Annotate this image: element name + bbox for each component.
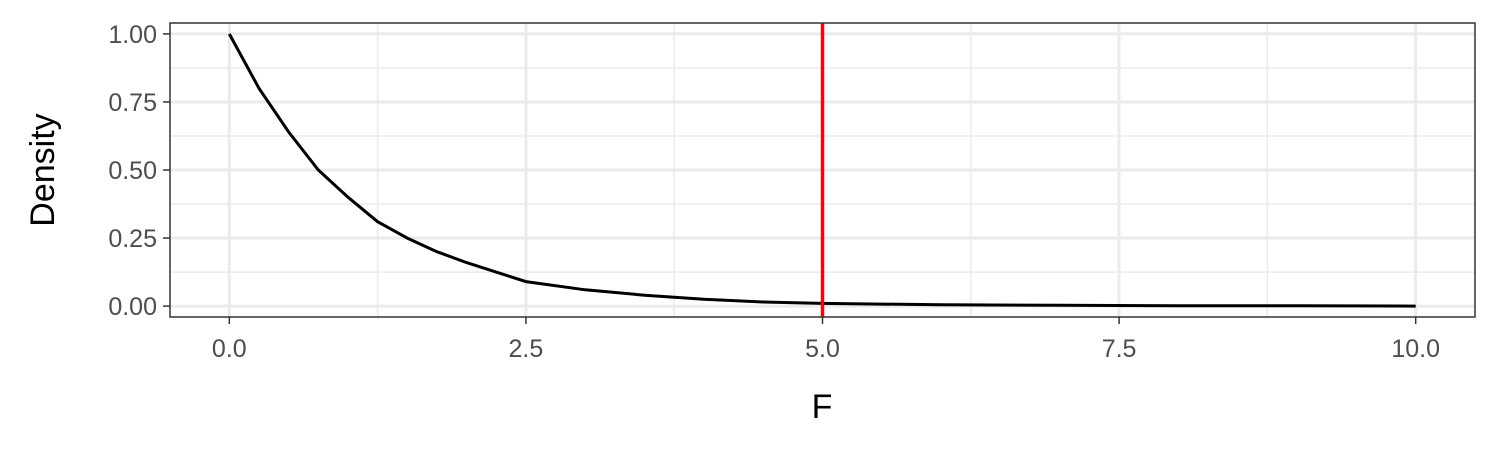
y-tick-label: 0.75 — [108, 89, 157, 117]
x-axis: 0.0 2.5 5.0 7.5 10.0 — [212, 317, 1440, 363]
x-tick-label: 7.5 — [1102, 335, 1137, 363]
y-tick-label: 0.00 — [108, 293, 157, 321]
x-tick-label: 2.5 — [509, 335, 544, 363]
y-tick-label: 0.50 — [108, 157, 157, 185]
density-curve — [227, 33, 1416, 308]
x-tick-label: 0.0 — [212, 335, 247, 363]
y-axis: 0.00 0.25 0.50 0.75 1.00 — [108, 21, 170, 321]
x-axis-title: F — [812, 388, 833, 426]
x-tick-label: 10.0 — [1391, 335, 1440, 363]
x-tick-label: 5.0 — [805, 335, 840, 363]
y-tick-label: 0.25 — [108, 225, 157, 253]
y-tick-label: 1.00 — [108, 21, 157, 49]
y-axis-title: Density — [24, 113, 62, 226]
